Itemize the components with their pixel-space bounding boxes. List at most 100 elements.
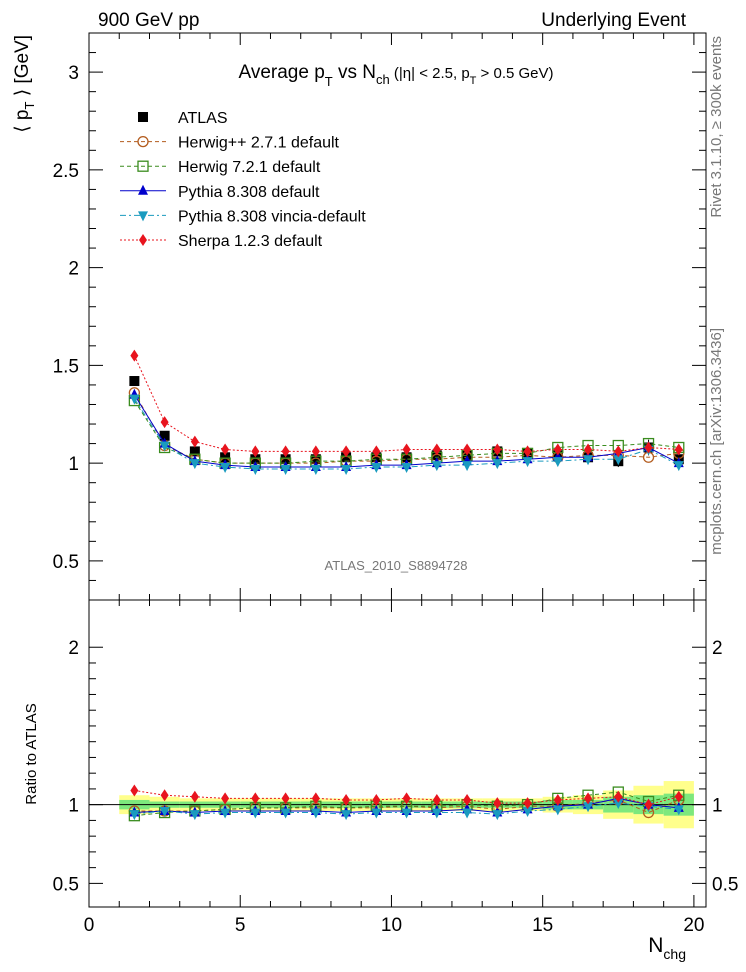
ratio-point: [341, 810, 352, 821]
data-point: [341, 465, 352, 476]
legend-marker: [139, 234, 147, 246]
data-point: [220, 452, 231, 463]
data-point: [250, 454, 261, 465]
legend-marker: [138, 184, 148, 195]
data-point: [159, 441, 170, 452]
data-point: [673, 461, 684, 472]
ratio-point: [342, 793, 351, 806]
data-point: [523, 445, 532, 458]
chart-title: Average pT vs Nch (|η| < 2.5, pT > 0.5 G…: [238, 62, 553, 89]
y-tick-label: 0.5: [53, 552, 79, 573]
header-left: 900 GeV pp: [98, 10, 199, 31]
x-tick-label: 5: [235, 915, 246, 936]
ratio-point: [584, 792, 593, 805]
data-point: [401, 463, 412, 474]
ratio-point: [159, 806, 170, 817]
data-point: [371, 463, 382, 474]
ratio-point: [614, 790, 623, 803]
legend-entry: ATLAS: [138, 110, 228, 127]
ratio-point: [129, 810, 140, 821]
ratio-point: [613, 799, 624, 810]
legend-label: Pythia 8.308 default: [178, 184, 320, 201]
x-tick-label: 15: [532, 915, 553, 936]
ratio-point: [160, 789, 169, 802]
ratio-point: [432, 793, 441, 806]
y-tick-label: 1.5: [53, 356, 79, 377]
data-point: [310, 465, 321, 476]
legend-label: Herwig 7.2.1 default: [178, 159, 321, 176]
legend-marker: [138, 211, 148, 222]
data-point: [190, 435, 199, 448]
y-axis-label-top: ⟨ pT ⟩ [GeV]: [12, 35, 37, 133]
x-tick-label: 0: [84, 915, 95, 936]
data-point: [462, 461, 473, 472]
data-point: [584, 443, 593, 456]
ratio-point: [402, 792, 411, 805]
data-point: [250, 465, 261, 476]
data-point: [160, 416, 169, 429]
ratio-point: [190, 790, 199, 803]
series-line: [133, 355, 679, 452]
legend-entry: Herwig 7.2.1 default: [120, 159, 321, 176]
legend-label: Herwig++ 2.7.1 default: [178, 135, 340, 152]
data-point: [552, 457, 563, 468]
ratio-point: [401, 808, 412, 819]
data-point: [130, 349, 139, 362]
data-point: [522, 457, 533, 468]
legend-marker: [137, 135, 149, 148]
ratio-point: [130, 784, 139, 797]
analysis-id-label: ATLAS_2010_S8894728: [325, 558, 468, 573]
data-point: [280, 454, 291, 465]
legend-entry: Herwig++ 2.7.1 default: [120, 135, 340, 152]
ratio-point: [583, 802, 594, 813]
y-tick-label-right: 0.5: [712, 874, 738, 895]
series-sherpa-1-2-3-default: [130, 349, 683, 458]
ratio-point: [673, 805, 684, 816]
ratio-point: [674, 790, 683, 803]
data-point: [644, 441, 653, 454]
x-tick-label: 10: [381, 915, 402, 936]
ratio-point: [552, 805, 563, 816]
data-point: [189, 446, 200, 457]
ratio-point: [463, 793, 472, 806]
ratio-point: [493, 797, 502, 810]
data-point: [129, 394, 140, 405]
ratio-point: [281, 792, 290, 805]
ratio-panel-frame: [88, 599, 707, 908]
side-label-rivet: Rivet 3.1.10, ≥ 300k events: [708, 36, 725, 218]
y-tick-label-right: 1: [712, 796, 723, 817]
data-point: [432, 443, 441, 456]
ratio-point: [221, 792, 230, 805]
legend-entry: Pythia 8.308 vincia-default: [120, 208, 366, 225]
y-tick-label-right: 2: [712, 638, 723, 659]
data-point: [674, 443, 683, 456]
data-point: [613, 455, 624, 466]
data-point: [402, 443, 411, 456]
x-axis-label: Nchg: [648, 934, 686, 962]
data-point: [372, 445, 381, 458]
legend: ATLAS Herwig++ 2.7.1 default Herwig 7.2.1 …: [120, 110, 366, 250]
ratio-point: [311, 792, 320, 805]
ratio-point: [220, 808, 231, 819]
data-point: [251, 445, 260, 458]
y-tick-label: 3: [68, 63, 79, 84]
data-point: [221, 443, 230, 456]
header-right: Underlying Event: [541, 10, 686, 31]
y-tick-label: 2: [68, 259, 79, 280]
data-point: [583, 455, 594, 466]
x-tick-label: 20: [683, 915, 704, 936]
data-point: [189, 459, 200, 470]
legend-entry: Pythia 8.308 default: [120, 184, 320, 201]
data-point: [220, 463, 231, 474]
data-point: [159, 430, 170, 441]
y-tick-label: 2.5: [53, 161, 79, 182]
y-tick-label: 1: [68, 796, 79, 817]
ratio-point: [310, 808, 321, 819]
data-point: [553, 443, 562, 456]
legend-marker: [137, 160, 149, 172]
series-pythia-8-308-vincia-default: [129, 394, 684, 476]
ratio-series-pythia-8-308-vincia-default: [129, 799, 684, 821]
legend-label: Sherpa 1.2.3 default: [178, 233, 323, 250]
ratio-point: [372, 793, 381, 806]
